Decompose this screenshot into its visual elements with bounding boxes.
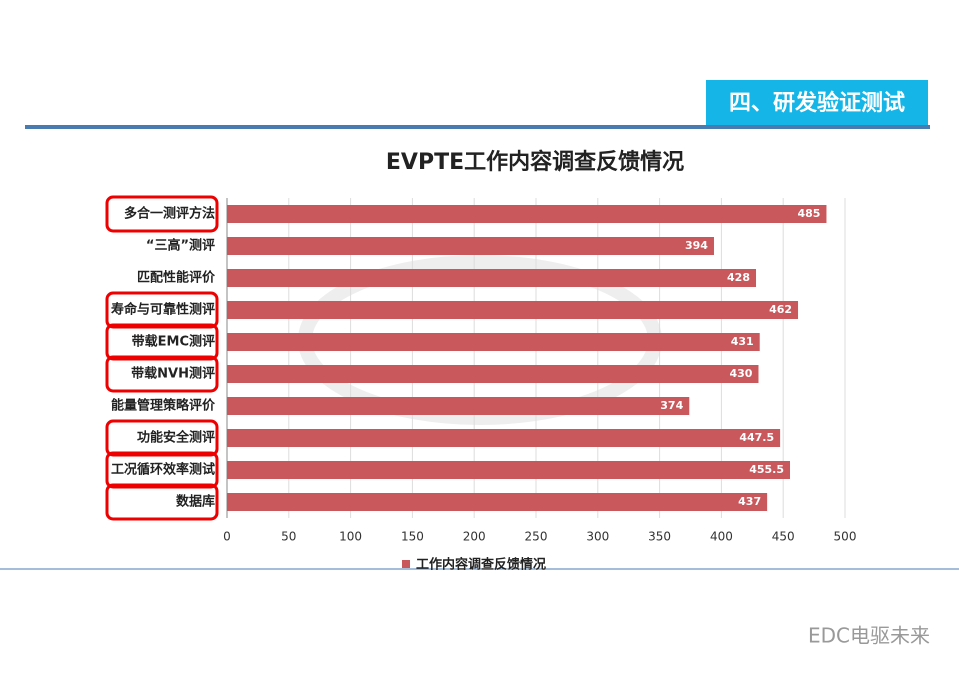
data-label: 430 [730,367,753,380]
bar [227,365,759,383]
bar [227,397,690,415]
y-tick-label: 带载EMC测评 [132,334,215,350]
bar [227,429,781,447]
data-label: 428 [727,271,750,284]
legend-label: 工作内容调查反馈情况 [416,557,546,573]
highlight-box [105,195,219,233]
data-label: 374 [660,399,683,412]
x-tick-label: 350 [648,530,671,544]
header-banner [706,80,928,126]
highlight-box [105,291,219,329]
x-tick-label: 200 [463,530,486,544]
data-label: 437 [738,495,761,508]
x-tick-label: 150 [401,530,424,544]
bar [227,269,757,287]
x-tick-label: 50 [281,530,296,544]
x-tick-label: 400 [710,530,733,544]
x-tick-label: 500 [834,530,857,544]
chart-title: EVPTE工作内容调查反馈情况 [386,149,684,175]
highlight-box [105,419,219,457]
y-tick-label: 寿命与可靠性测评 [111,302,215,318]
bar [227,461,790,479]
highlight-box [105,355,219,393]
y-tick-label: 能量管理策略评价 [111,398,216,414]
y-tick-label: 多合一测评方法 [124,206,215,222]
y-tick-label: 匹配性能评价 [137,270,216,286]
x-tick-label: 100 [339,530,362,544]
highlight-box [105,483,219,521]
bar [227,301,799,319]
x-tick-label: 0 [223,530,231,544]
y-tick-label: “三高”测评 [146,238,215,254]
data-label: 462 [769,303,792,316]
y-tick-label: 工况循环效率测试 [111,462,215,478]
y-tick-label: 功能安全测评 [137,430,215,446]
data-label: 455.5 [749,463,784,476]
data-label: 394 [685,239,708,252]
data-label: 431 [731,335,754,348]
data-label: 485 [797,207,820,220]
bar [227,333,760,351]
bar [227,237,714,255]
x-tick-label: 250 [525,530,548,544]
legend-swatch [402,560,410,568]
footer-text: EDC电驱未来 [808,624,930,648]
y-tick-label: 带载NVH测评 [131,366,215,382]
bar [227,493,768,511]
x-tick-label: 450 [772,530,795,544]
header-rule [25,125,930,129]
bar [227,205,827,223]
y-tick-label: 数据库 [176,494,215,510]
highlight-box [105,323,219,361]
data-label: 447.5 [739,431,774,444]
header-title: 四、研发验证测试 [729,90,905,116]
highlight-box [105,451,219,489]
x-tick-label: 300 [586,530,609,544]
